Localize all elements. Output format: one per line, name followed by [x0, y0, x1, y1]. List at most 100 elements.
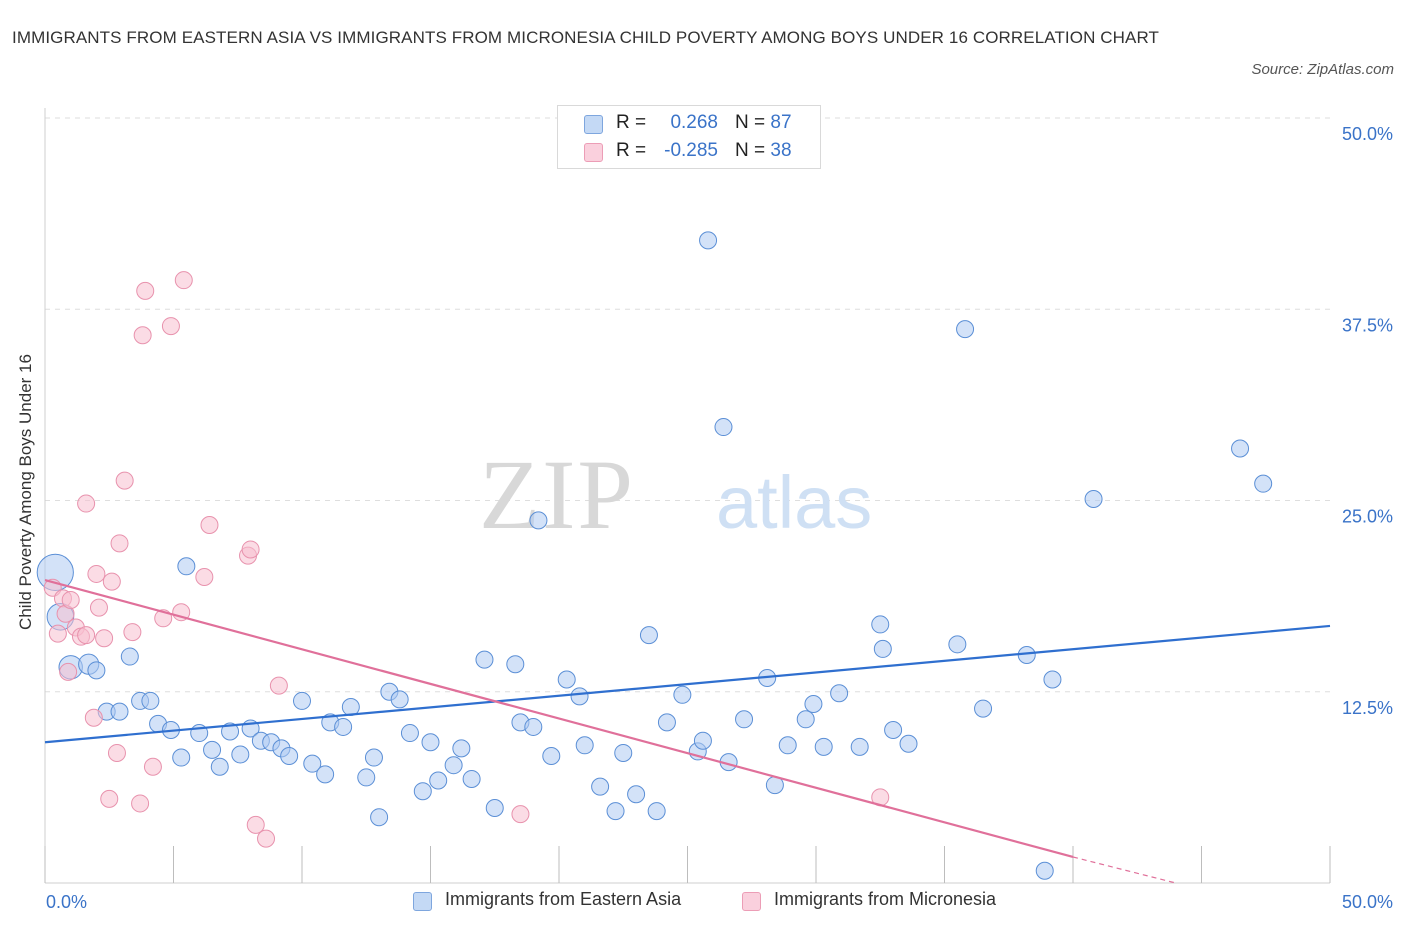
legend-n-text: N = 87: [735, 112, 792, 134]
eastern-asia-point: [873, 639, 892, 658]
micronesia-point: [195, 568, 214, 586]
eastern-asia-point: [524, 717, 543, 736]
eastern-asia-point: [172, 748, 191, 767]
eastern-asia-point: [452, 739, 471, 758]
eastern-asia-point: [1254, 474, 1273, 493]
eastern-asia-point: [421, 733, 440, 752]
eastern-asia-point: [1043, 670, 1062, 689]
eastern-asia-point: [444, 756, 463, 775]
eastern-asia-point: [557, 670, 576, 689]
tick-labels: 12.5% 25.0% 37.5% 50.0% 0.0% 50.0%: [46, 124, 1393, 912]
eastern-asia-point: [429, 771, 448, 790]
micronesia-point: [95, 629, 114, 648]
eastern-asia-point: [280, 747, 299, 766]
eastern-asia-point: [1084, 489, 1103, 508]
legend-n-label: N =: [735, 112, 766, 133]
eastern-asia-point: [293, 691, 311, 710]
eastern-asia-point: [316, 765, 335, 784]
legend-r-value: -0.285: [664, 140, 718, 161]
legend-r-label: R =: [616, 140, 647, 161]
eastern-asia-point: [364, 748, 383, 767]
eastern-asia-point: [871, 615, 890, 634]
eastern-asia-point: [570, 687, 589, 706]
eastern-asia-point: [141, 691, 160, 710]
eastern-asia-point: [575, 736, 594, 755]
eastern-asia-point: [462, 769, 481, 788]
micronesia-point: [100, 789, 119, 808]
micronesia-point: [241, 540, 260, 559]
watermark-zip: ZIP: [479, 439, 635, 550]
micronesia-point: [257, 829, 276, 848]
y-tick-label: 37.5%: [1342, 315, 1393, 335]
legend-swatch-micronesia: [584, 143, 603, 162]
eastern-asia-point: [850, 737, 869, 756]
chart-title: IMMIGRANTS FROM EASTERN ASIA VS IMMIGRAN…: [12, 28, 1160, 47]
micronesia-point: [131, 794, 150, 813]
eastern-asia-point: [357, 768, 376, 787]
y-tick-label: 50.0%: [1342, 124, 1393, 144]
legend-r-label: R =: [616, 112, 647, 133]
eastern-asia-point: [87, 661, 106, 680]
source-label: Source: ZipAtlas.com: [1251, 61, 1394, 78]
legend-label-eastern-asia: Immigrants from Eastern Asia: [445, 889, 682, 909]
watermark: ZIP atlas: [479, 439, 872, 550]
series-eastern-asia-points: [36, 231, 1273, 880]
eastern-asia-point: [120, 647, 139, 666]
eastern-asia-point: [231, 745, 250, 764]
trend-line-micronesia: [44, 578, 1074, 859]
watermark-atlas: atlas: [716, 461, 872, 544]
eastern-asia-point: [830, 684, 849, 703]
eastern-asia-point: [1231, 439, 1250, 458]
eastern-asia-point: [221, 722, 240, 741]
micronesia-point: [77, 494, 96, 513]
eastern-asia-point: [778, 736, 797, 755]
eastern-asia-point: [203, 740, 222, 759]
series-micronesia-points: [43, 271, 890, 848]
micronesia-point: [77, 626, 96, 645]
x-tick-label-min: 0.0%: [46, 892, 87, 912]
trend-lines: [44, 578, 1331, 884]
y-axis-label: Child Poverty Among Boys Under 16: [16, 354, 35, 630]
micronesia-point: [87, 564, 106, 583]
eastern-asia-point: [413, 782, 432, 801]
micronesia-point: [48, 624, 67, 643]
eastern-asia-point: [693, 731, 712, 750]
eastern-asia-point: [591, 777, 610, 796]
micronesia-point: [89, 598, 108, 617]
eastern-asia-point: [400, 724, 419, 743]
eastern-asia-point: [334, 717, 353, 736]
micronesia-point: [110, 534, 129, 553]
trend-line-micronesia-extension: [1072, 856, 1176, 884]
micronesia-point: [136, 281, 155, 300]
eastern-asia-point: [657, 713, 676, 732]
x-tick-label-max: 50.0%: [1342, 892, 1393, 912]
legend-r-value: 0.268: [670, 112, 718, 133]
eastern-asia-point: [614, 743, 633, 762]
eastern-asia-point: [796, 710, 815, 729]
legend-swatch-micronesia: [742, 892, 761, 911]
eastern-asia-point: [303, 754, 322, 773]
trend-line-eastern-asia: [44, 624, 1331, 744]
eastern-asia-point: [673, 685, 692, 704]
legend-swatch-eastern-asia: [413, 892, 432, 911]
legend-n-value: 87: [770, 112, 792, 133]
eastern-asia-point: [506, 655, 525, 674]
eastern-asia-point: [110, 702, 129, 721]
eastern-asia-point: [948, 635, 967, 654]
eastern-asia-point: [485, 799, 504, 818]
eastern-asia-point: [735, 710, 754, 729]
micronesia-point: [133, 326, 152, 345]
micronesia-point: [143, 757, 162, 776]
legend-swatch-eastern-asia: [584, 115, 603, 134]
legend-n-label: N =: [735, 140, 766, 161]
eastern-asia-point: [899, 734, 918, 753]
legend-row-eastern-asia: R = 0.268 N = 87: [558, 110, 820, 138]
eastern-asia-point: [1035, 861, 1054, 880]
micronesia-point: [161, 317, 180, 336]
eastern-asia-point: [639, 626, 658, 645]
eastern-asia-point: [606, 802, 625, 821]
eastern-asia-point: [974, 699, 993, 718]
eastern-asia-point: [390, 690, 409, 709]
micronesia-point: [102, 572, 121, 591]
